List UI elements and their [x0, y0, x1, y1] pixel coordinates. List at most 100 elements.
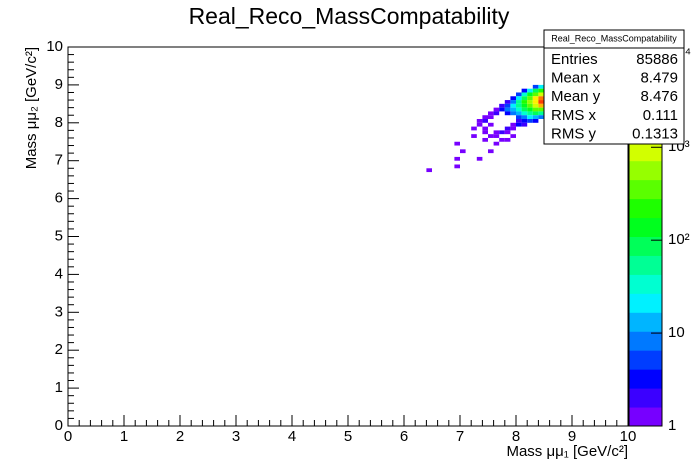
heat-cell	[488, 134, 494, 138]
heat-cell	[527, 107, 533, 112]
heat-cell	[482, 115, 488, 120]
heat-cell	[476, 122, 483, 127]
heat-cell	[516, 107, 522, 112]
heat-cell	[510, 107, 516, 112]
stats-label: RMS y	[551, 125, 597, 142]
heat-cell	[538, 88, 544, 93]
heat-cell	[488, 122, 494, 127]
stats-value: 85886	[636, 51, 678, 68]
heat-cell	[516, 122, 522, 127]
colorbar-band	[629, 198, 662, 219]
heat-cell	[521, 122, 528, 127]
z-tick-label: 10	[668, 324, 685, 341]
heat-cell	[521, 115, 528, 120]
heat-cell	[532, 115, 539, 120]
x-tick-label: 3	[232, 428, 240, 445]
heat-cell	[538, 115, 544, 120]
y-tick-label: 3	[55, 303, 63, 320]
heat-cell	[527, 88, 533, 93]
heat-cell	[527, 119, 533, 123]
heat-cell	[426, 168, 432, 173]
heat-cell	[516, 92, 522, 97]
heat-cell	[521, 103, 528, 108]
x-tick-label: 7	[456, 428, 464, 445]
heat-cell	[510, 100, 516, 104]
stats-label: Mean x	[551, 70, 601, 87]
heat-cell	[527, 92, 533, 97]
heat-cell	[532, 84, 539, 89]
chart-title: Real_Reco_MassCompatability	[189, 3, 510, 29]
colorbar-band	[629, 331, 662, 351]
heat-cell	[476, 156, 483, 161]
colorbar-band	[629, 293, 662, 313]
stats-label: Mean y	[551, 88, 601, 105]
heat-cell	[510, 103, 516, 108]
stats-title: Real_Reco_MassCompatability	[551, 33, 677, 43]
heat-cell	[482, 119, 488, 123]
heat-cell	[482, 137, 488, 142]
colorbar-band	[629, 407, 662, 427]
heat-cell	[493, 111, 500, 116]
heat-cell	[527, 103, 533, 108]
colorbar-band	[629, 312, 662, 332]
stats-label: Entries	[551, 51, 598, 68]
heat-cell	[538, 111, 544, 116]
y-tick-label: 7	[55, 152, 63, 169]
colorbar-band	[629, 274, 662, 294]
x-tick-label: 10	[620, 428, 637, 445]
y-tick-label: 1	[55, 379, 63, 396]
y-tick-label: 4	[55, 265, 63, 282]
stats-box	[543, 29, 685, 145]
stats-value: 0.1313	[632, 125, 678, 142]
heat-cell	[510, 96, 516, 101]
heat-cell	[493, 130, 500, 135]
heat-cell	[476, 119, 483, 123]
heat-cell	[538, 84, 544, 89]
heat-cell	[499, 107, 505, 112]
heat-cell	[499, 130, 505, 135]
heat-cell	[538, 96, 544, 101]
heat-cell	[471, 126, 477, 131]
y-tick-label: 0	[55, 417, 63, 434]
heat-cell	[454, 164, 460, 169]
y-tick-label: 5	[55, 227, 63, 244]
heat-cell	[460, 149, 466, 154]
x-tick-label: 1	[120, 428, 128, 445]
heat-cell	[521, 119, 528, 123]
heat-cell	[504, 107, 511, 112]
heat-cell	[527, 96, 533, 101]
y-axis-label: Mass μμ₂ [GeV/c²]	[23, 47, 40, 169]
heat-cell	[516, 111, 522, 116]
x-tick-label: 8	[512, 428, 520, 445]
heat-cell	[532, 119, 539, 123]
colorbar-band	[629, 350, 662, 370]
colorbar-band	[629, 217, 662, 237]
heat-cell	[527, 115, 533, 120]
heat-cell	[493, 141, 500, 146]
colorbar-band	[629, 255, 662, 275]
heat-cell	[499, 137, 505, 142]
x-tick-label: 5	[344, 428, 352, 445]
heat-cell	[510, 126, 516, 131]
colorbar-band	[629, 141, 662, 162]
heat-cell	[516, 115, 522, 120]
heat-cell	[532, 103, 539, 108]
heat-cell	[488, 149, 494, 154]
heat-cell	[532, 88, 539, 93]
stats-value: 8.479	[640, 70, 678, 87]
heat-cell	[538, 92, 544, 97]
heat-cell	[527, 100, 533, 104]
heat-cell	[521, 111, 528, 116]
heat-cell	[521, 96, 528, 101]
colorbar-band	[629, 160, 662, 181]
x-tick-label: 0	[64, 428, 72, 445]
heat-cell	[532, 100, 539, 104]
heat-cell	[504, 137, 511, 142]
heat-cell	[510, 134, 516, 138]
heat-cell	[532, 96, 539, 101]
y-tick-label: 8	[55, 114, 63, 131]
heat-cell	[504, 100, 511, 104]
heat-cell	[532, 111, 539, 116]
heat-cell	[504, 126, 511, 131]
